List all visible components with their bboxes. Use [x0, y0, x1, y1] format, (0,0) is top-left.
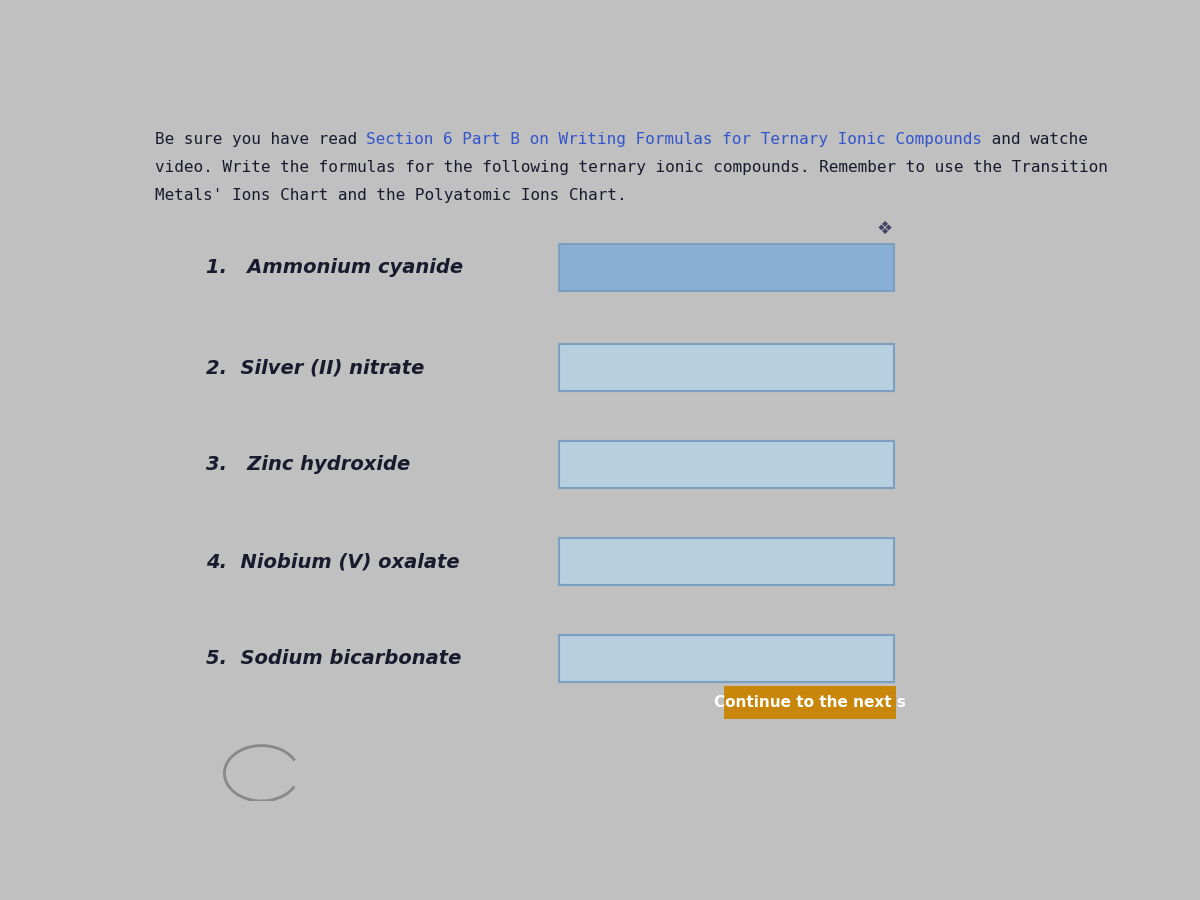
Text: 2.  Silver (II) nitrate: 2. Silver (II) nitrate [206, 358, 424, 377]
Text: Section 6 Part B on Writing Formulas for Ternary Ionic Compounds: Section 6 Part B on Writing Formulas for… [366, 132, 983, 148]
Text: video. Write the formulas for the following ternary ionic compounds. Remember to: video. Write the formulas for the follow… [155, 160, 1108, 175]
Text: ❖: ❖ [876, 220, 892, 238]
FancyBboxPatch shape [559, 345, 894, 392]
Text: and watche: and watche [983, 132, 1088, 148]
Text: 5.  Sodium bicarbonate: 5. Sodium bicarbonate [206, 650, 461, 669]
FancyBboxPatch shape [559, 538, 894, 586]
Text: 1.   Ammonium cyanide: 1. Ammonium cyanide [206, 258, 463, 277]
Text: 4.  Niobium (V) oxalate: 4. Niobium (V) oxalate [206, 553, 460, 572]
FancyBboxPatch shape [559, 244, 894, 291]
FancyBboxPatch shape [559, 441, 894, 489]
Text: Metals' Ions Chart and the Polyatomic Ions Chart.: Metals' Ions Chart and the Polyatomic Io… [155, 188, 626, 202]
FancyBboxPatch shape [559, 635, 894, 682]
Text: Be sure you have read: Be sure you have read [155, 132, 366, 148]
FancyBboxPatch shape [724, 686, 896, 719]
Text: 3.   Zinc hydroxide: 3. Zinc hydroxide [206, 455, 410, 474]
Text: Continue to the next s: Continue to the next s [714, 695, 906, 710]
